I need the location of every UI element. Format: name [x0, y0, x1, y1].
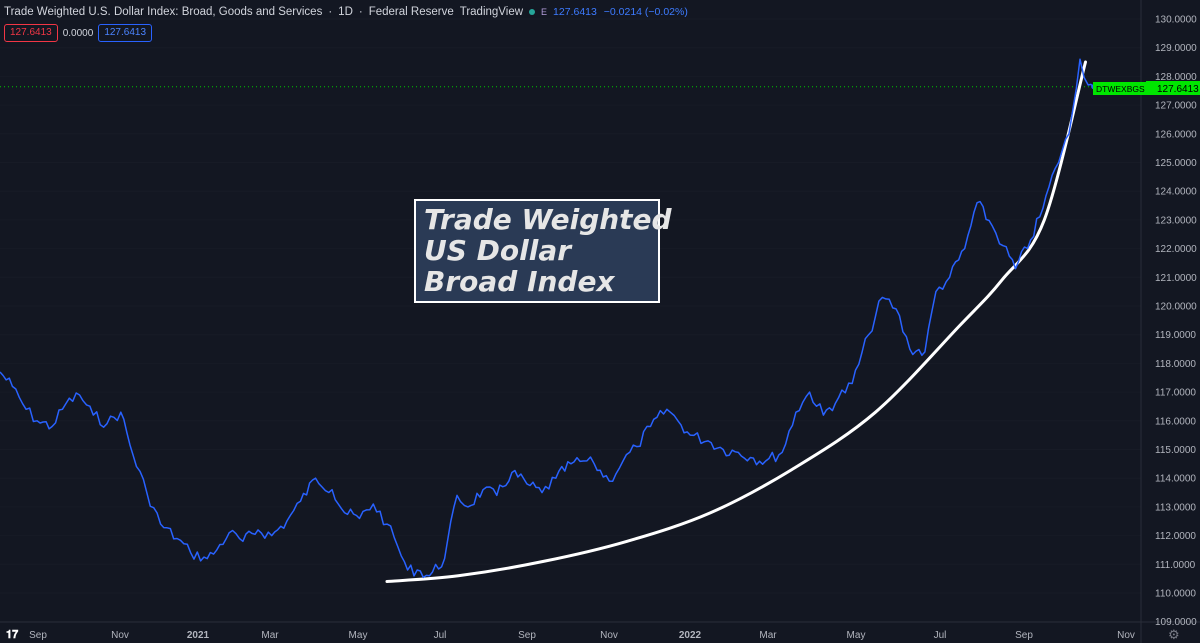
y-tick-label: 120.0000 — [1155, 302, 1197, 313]
x-tick-label: Sep — [29, 630, 47, 641]
symbol-tag-text: DTWEXBGS — [1096, 84, 1145, 94]
legend-values: 127.6413 0.0000 127.6413 — [4, 24, 153, 42]
symbol-tag — [1093, 82, 1146, 95]
y-tick-label: 124.0000 — [1155, 187, 1197, 198]
x-tick-label: 2021 — [187, 630, 210, 641]
price-tag — [1146, 81, 1200, 95]
annotation-line: Broad Index — [424, 265, 615, 298]
x-tick-label: May — [349, 630, 368, 641]
y-tick-label: 112.0000 — [1155, 531, 1196, 542]
last-price-label: DTWEXBGS 127.6413 — [1093, 81, 1200, 95]
series-line — [0, 58, 1095, 579]
x-tick-label: Mar — [261, 630, 279, 641]
y-tick-label: 129.0000 — [1155, 43, 1197, 54]
chart-header: Trade Weighted U.S. Dollar Index: Broad,… — [4, 4, 692, 20]
y-tick-label: 130.0000 — [1155, 15, 1197, 26]
y-tick-label: 121.0000 — [1155, 273, 1197, 284]
change-value: −0.0214 (−0.02%) — [603, 6, 688, 18]
x-tick-label: May — [847, 630, 866, 641]
source: Federal Reserve — [368, 6, 454, 18]
y-tick-label: 111.0000 — [1155, 560, 1196, 571]
separator: · — [358, 6, 363, 18]
y-tick-label: 109.0000 — [1155, 617, 1197, 628]
settings-gear-icon[interactable]: ⚙ — [1168, 627, 1180, 642]
y-tick-label: 114.0000 — [1155, 474, 1196, 485]
trend-curve — [385, 60, 1087, 584]
y-tick-label: 125.0000 — [1155, 158, 1197, 169]
y-tick-label: 115.0000 — [1155, 445, 1196, 456]
tradingview-logo-icon[interactable]: 𝟏𝟕 — [6, 628, 19, 641]
annotation-line: US Dollar — [424, 234, 572, 267]
y-tick-label: 116.0000 — [1155, 416, 1196, 427]
x-tick-label: Nov — [600, 630, 618, 641]
x-tick-label: Sep — [1015, 630, 1033, 641]
y-tick-label: 122.0000 — [1155, 244, 1197, 255]
y-tick-label: 123.0000 — [1155, 215, 1197, 226]
y-tick-label: 118.0000 — [1155, 359, 1196, 370]
y-tick-label: 128.0000 — [1155, 72, 1197, 83]
y-tick-label: 117.0000 — [1155, 388, 1196, 399]
annotation-box[interactable]: Trade Weighted US Dollar Broad Index — [414, 199, 672, 303]
value-pill-red: 127.6413 — [4, 24, 58, 42]
last-value: 127.6413 — [553, 6, 597, 18]
y-tick-label: 126.0000 — [1155, 129, 1197, 140]
x-tick-label: Jul — [434, 630, 447, 641]
x-tick-label: Nov — [111, 630, 129, 641]
y-tick-label: 110.0000 — [1155, 589, 1196, 600]
market-status-icon — [529, 9, 536, 15]
series-title[interactable]: Trade Weighted U.S. Dollar Index: Broad,… — [4, 6, 323, 18]
interval[interactable]: 1D — [338, 6, 353, 18]
value-pill-blue: 127.6413 — [98, 24, 153, 42]
value-zero: 0.0000 — [62, 27, 94, 39]
x-tick-label: Nov — [1117, 630, 1135, 641]
x-tick-label: 2022 — [679, 630, 702, 641]
price-axis[interactable]: 130.0000 129.0000 128.0000 127.0000 126.0000… — [1155, 15, 1197, 629]
quote-values: 127.6413 −0.0214 (−0.02%) — [553, 6, 692, 18]
event-badge[interactable]: E — [541, 7, 548, 17]
x-tick-label: Mar — [759, 630, 777, 641]
platform: TradingView — [459, 6, 524, 18]
price-tag-text: 127.6413 — [1157, 84, 1199, 95]
y-tick-label: 119.0000 — [1155, 330, 1196, 341]
x-tick-label: Sep — [518, 630, 536, 641]
annotation-line: Trade Weighted — [424, 203, 672, 236]
time-axis[interactable]: Sep Nov 2021 Mar May Jul Sep Nov 2022 Mar May Jul Se… — [29, 630, 1135, 641]
x-tick-label: Jul — [934, 630, 947, 641]
y-tick-label: 113.0000 — [1155, 502, 1196, 513]
y-tick-label: 127.0000 — [1155, 101, 1197, 112]
separator: · — [328, 6, 333, 18]
